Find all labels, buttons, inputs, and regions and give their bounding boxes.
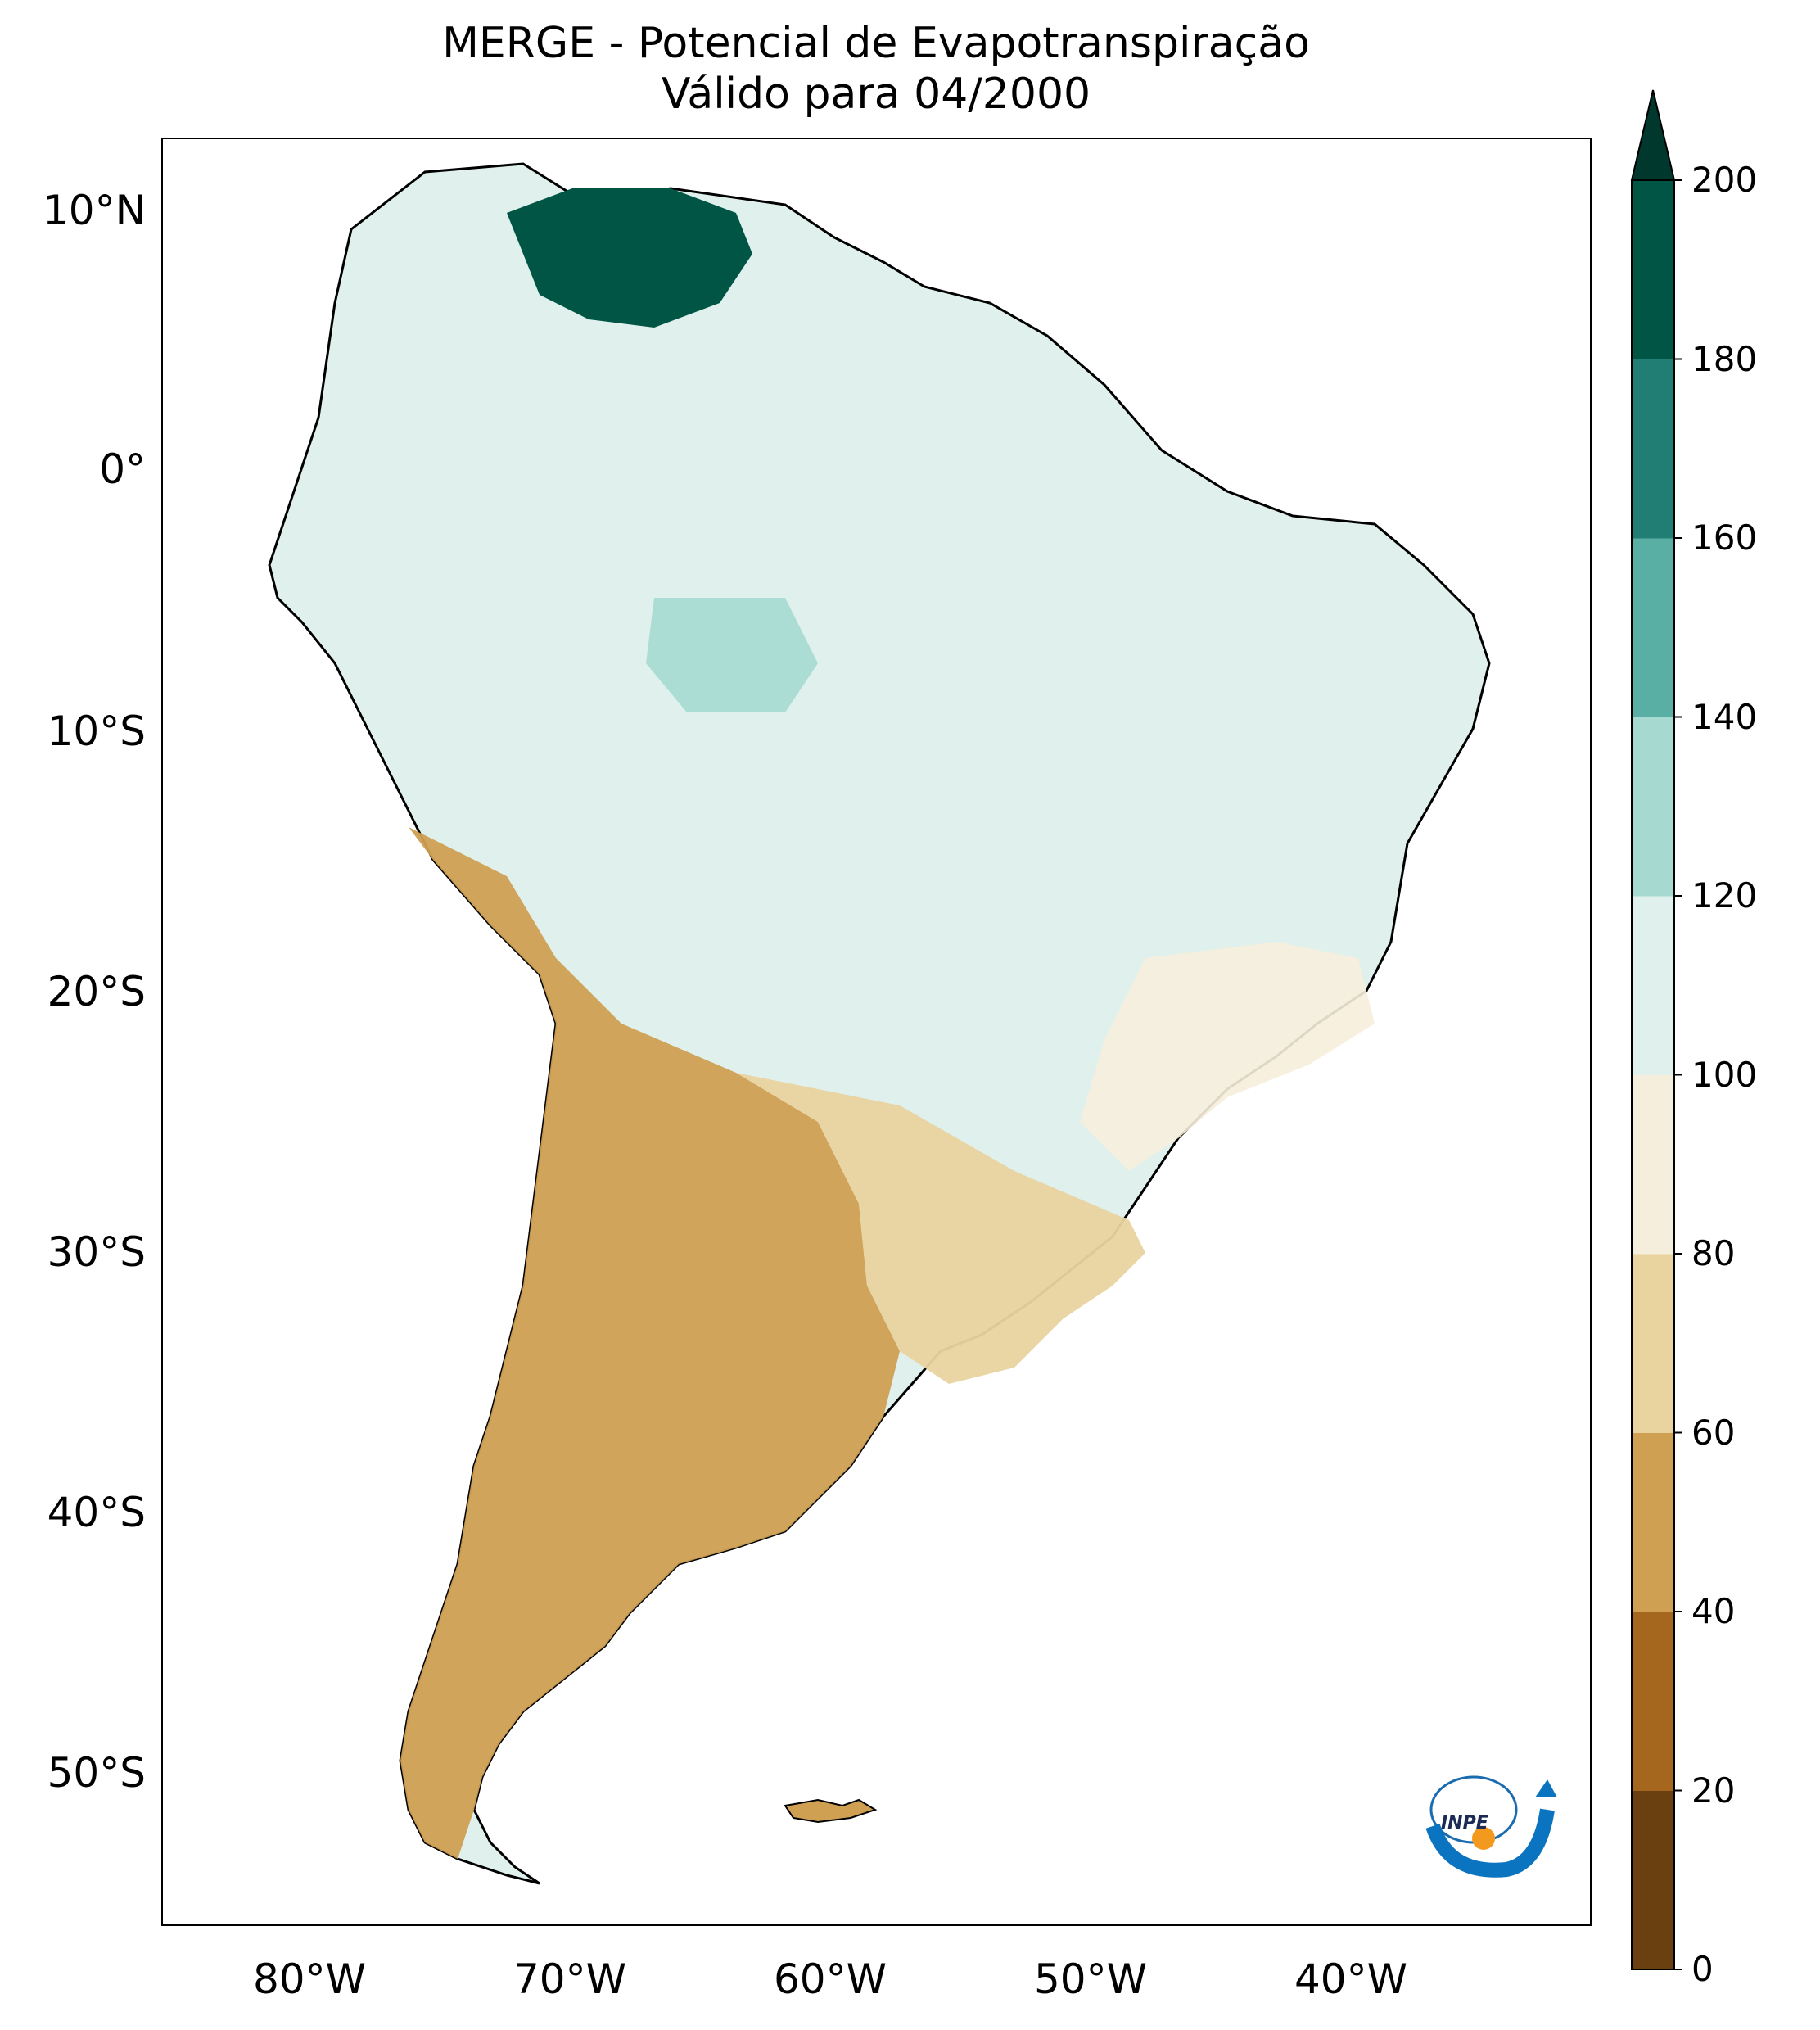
colorbar-segment [1632, 1612, 1674, 1791]
colorbar-tick-label: 80 [1691, 1233, 1736, 1273]
title-line-2: Válido para 04/2000 [661, 70, 1091, 119]
colorbar [1630, 89, 1682, 1970]
transition-region [1080, 942, 1375, 1171]
colorbar-tick-label: 200 [1691, 160, 1758, 200]
colorbar-segment [1632, 896, 1674, 1075]
falklands-islands [784, 1798, 878, 1824]
colorbar-segment [1632, 1790, 1674, 1970]
lat-label-40s: 40°S [47, 1489, 146, 1536]
low-et-region [400, 827, 900, 1859]
colorbar-tick-label: 60 [1691, 1412, 1736, 1453]
colorbar-tick-label: 180 [1691, 338, 1758, 379]
south-america-map [268, 162, 1491, 1885]
lon-label-70w: 70°W [513, 1955, 627, 2003]
inpe-logo: INPE [1425, 1775, 1557, 1878]
lon-label-60w: 60°W [773, 1955, 887, 2003]
colorbar-tick-label: 100 [1691, 1054, 1758, 1095]
colorbar-tick-label: 20 [1691, 1770, 1736, 1811]
mid-et-region [736, 1073, 1145, 1384]
lat-label-0: 0° [99, 445, 146, 493]
colorbar-tick-label: 160 [1691, 518, 1758, 558]
colorbar-extend-arrow [1630, 89, 1676, 181]
colorbar-segment [1632, 1254, 1674, 1433]
colorbar-segment [1632, 538, 1674, 717]
colorbar-segment [1632, 180, 1674, 359]
colorbar-segment [1632, 1432, 1674, 1612]
lat-label-10s: 10°S [47, 708, 146, 755]
colorbar-segment [1632, 1074, 1674, 1255]
colorbar-tick-label: 40 [1691, 1591, 1736, 1631]
lat-label-10n: 10°N [42, 187, 146, 234]
colorbar-segment [1632, 359, 1674, 539]
title-line-1: MERGE - Potencial de Evapotranspiração [442, 19, 1310, 68]
colorbar-tick-label: 120 [1691, 875, 1758, 916]
lat-label-30s: 30°S [47, 1228, 146, 1276]
map-title: MERGE - Potencial de Evapotranspiração V… [156, 18, 1596, 120]
high-et-region [507, 188, 752, 328]
colorbar-tick-label: 140 [1691, 696, 1758, 737]
map-area [161, 138, 1592, 1926]
colorbar-tick-label: 0 [1691, 1949, 1714, 1989]
moderate-high-et-region [646, 598, 818, 712]
lon-label-50w: 50°W [1033, 1955, 1148, 2003]
lon-label-40w: 40°W [1294, 1955, 1408, 2003]
lon-label-80w: 80°W [252, 1955, 367, 2003]
logo-text: INPE [1441, 1813, 1488, 1833]
lat-label-20s: 20°S [47, 968, 146, 1015]
lat-label-50s: 50°S [47, 1749, 146, 1797]
colorbar-segment [1632, 717, 1674, 897]
